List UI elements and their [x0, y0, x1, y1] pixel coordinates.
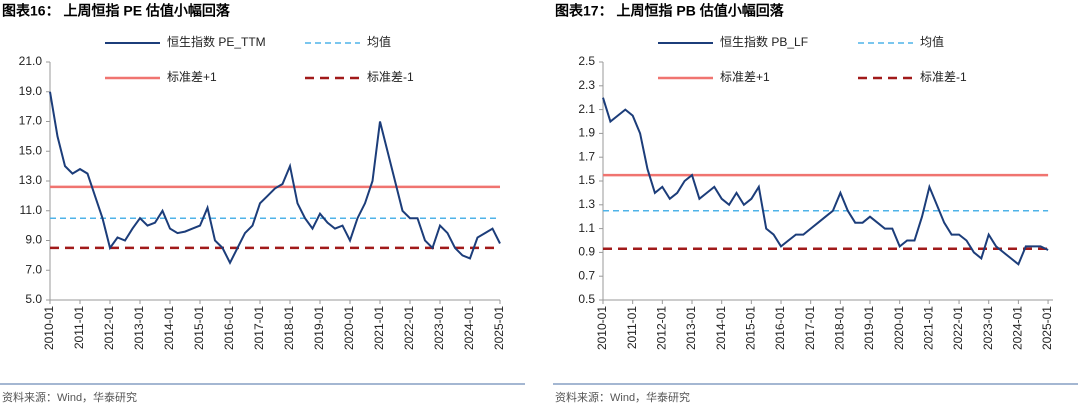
source-note: 资料来源：Wind，华泰研究 — [2, 390, 137, 404]
y-tick-label: 19.0 — [19, 84, 43, 98]
y-tick-label: 0.9 — [578, 245, 595, 259]
y-tick-label: 15.0 — [19, 143, 43, 157]
x-tick-label: 2012-01 — [655, 306, 669, 350]
x-tick-label: 2018-01 — [833, 306, 847, 350]
legend-label: 恒生指数 PB_LF — [720, 34, 808, 49]
x-tick-label: 2014-01 — [162, 306, 176, 350]
y-tick-label: 13.0 — [19, 173, 43, 187]
y-tick-label: 0.7 — [578, 268, 595, 282]
legend-label: 恒生指数 PE_TTM — [167, 34, 266, 49]
y-tick-label: 11.0 — [20, 203, 43, 217]
x-tick-label: 2022-01 — [951, 306, 965, 350]
y-tick-label: 1.3 — [578, 197, 595, 211]
x-tick-label: 2013-01 — [684, 306, 698, 350]
legend-label: 均值 — [367, 34, 391, 49]
x-tick-label: 2021-01 — [372, 306, 386, 350]
y-tick-label: 1.9 — [578, 126, 595, 140]
x-tick-label: 2020-01 — [342, 306, 356, 350]
y-tick-label: 17.0 — [19, 114, 43, 128]
x-tick-label: 2020-01 — [892, 306, 906, 350]
x-tick-label: 2022-01 — [402, 306, 416, 350]
source-note: 资料来源：Wind，华泰研究 — [555, 390, 690, 404]
chart-title: 图表16： 上周恒指 PE 估值小幅回落 — [2, 3, 231, 19]
y-tick-label: 1.7 — [578, 149, 595, 163]
y-tick-label: 1.5 — [578, 173, 595, 187]
y-tick-label: 2.5 — [578, 54, 595, 68]
y-tick-label: 0.5 — [578, 292, 595, 306]
x-tick-label: 2023-01 — [981, 306, 995, 350]
x-tick-label: 2010-01 — [595, 306, 609, 350]
x-tick-label: 2010-01 — [42, 306, 56, 350]
legend-label: 标准差+1 — [167, 70, 217, 84]
x-tick-label: 2025-01 — [1040, 306, 1054, 350]
legend-label: 标准差-1 — [367, 70, 414, 84]
x-tick-label: 2016-01 — [773, 306, 787, 350]
x-tick-label: 2018-01 — [282, 306, 296, 350]
x-tick-label: 2019-01 — [862, 306, 876, 350]
legend-label: 均值 — [920, 34, 944, 49]
y-tick-label: 7.0 — [25, 262, 42, 276]
x-tick-label: 2019-01 — [312, 306, 326, 350]
x-tick-label: 2011-01 — [72, 306, 86, 349]
x-tick-label: 2016-01 — [222, 306, 236, 350]
x-tick-label: 2025-01 — [492, 306, 506, 350]
x-tick-label: 2017-01 — [252, 306, 266, 350]
y-tick-label: 9.0 — [25, 233, 42, 247]
series-line — [602, 97, 1049, 266]
x-tick-label: 2023-01 — [432, 306, 446, 350]
x-tick-label: 2024-01 — [462, 306, 476, 350]
x-tick-label: 2011-01 — [625, 306, 639, 349]
x-tick-label: 2017-01 — [803, 306, 817, 350]
x-tick-label: 2024-01 — [1011, 306, 1025, 350]
x-tick-label: 2015-01 — [192, 306, 206, 350]
y-tick-label: 5.0 — [25, 292, 42, 306]
series-line — [49, 91, 501, 266]
legend-label: 标准差-1 — [920, 70, 967, 84]
x-tick-label: 2015-01 — [744, 306, 758, 350]
x-tick-label: 2014-01 — [714, 306, 728, 350]
y-tick-label: 2.1 — [578, 102, 595, 116]
y-tick-label: 1.1 — [578, 221, 595, 235]
legend-label: 标准差+1 — [720, 70, 770, 84]
x-tick-label: 2013-01 — [132, 306, 146, 350]
x-tick-label: 2021-01 — [922, 306, 936, 350]
chart-title: 图表17： 上周恒指 PB 估值小幅回落 — [555, 3, 785, 19]
y-tick-label: 2.3 — [578, 78, 595, 92]
x-tick-label: 2012-01 — [102, 306, 116, 350]
y-tick-label: 21.0 — [19, 54, 43, 68]
